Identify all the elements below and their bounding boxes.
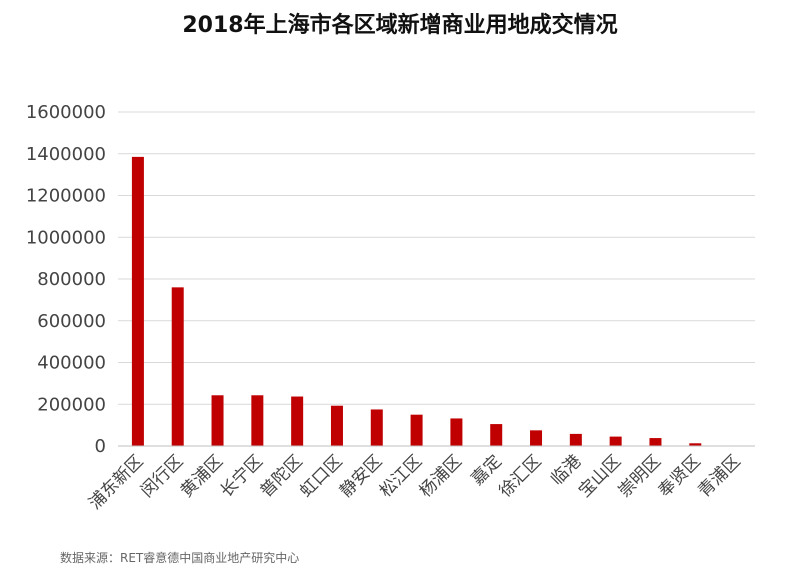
bar — [569, 433, 582, 446]
x-category-label: 黄浦区 — [177, 451, 227, 501]
y-tick-label: 1000000 — [26, 227, 106, 248]
bar — [171, 287, 184, 446]
bar — [490, 424, 503, 446]
y-tick-label: 1600000 — [26, 102, 106, 123]
x-category-label: 崇明区 — [615, 451, 665, 501]
x-category-label: 青浦区 — [694, 451, 744, 501]
x-category-label: 普陀区 — [256, 451, 306, 501]
x-category-label: 虹口区 — [296, 451, 346, 501]
x-category-label: 长宁区 — [217, 451, 267, 501]
bar — [450, 418, 463, 446]
y-tick-label: 800000 — [37, 269, 106, 290]
bars — [131, 156, 742, 447]
bar — [330, 405, 343, 446]
y-tick-label: 1400000 — [26, 144, 106, 165]
y-tick-label: 600000 — [37, 311, 106, 332]
bar — [689, 443, 702, 446]
x-category-label: 静安区 — [336, 451, 386, 501]
source-note: 数据来源：RET睿意德中国商业地产研究中心 — [60, 550, 299, 565]
bar — [410, 414, 423, 446]
gridlines — [118, 111, 755, 405]
bar — [211, 395, 224, 446]
bar — [131, 156, 144, 446]
bar — [291, 396, 304, 446]
bar — [370, 409, 383, 446]
bar — [251, 395, 264, 446]
x-category-label: 松江区 — [376, 451, 426, 501]
y-tick-label: 400000 — [37, 353, 106, 374]
y-axis-tick-labels: 0 200000 400000 600000 800000 1000000 1200000 1… — [26, 102, 106, 457]
x-category-label: 闵行区 — [137, 451, 187, 501]
bar — [649, 438, 662, 446]
bar — [530, 430, 543, 446]
x-category-label: 宝山区 — [575, 451, 625, 501]
x-category-label: 徐汇区 — [495, 451, 545, 501]
chart-title: 2018年上海市各区域新增商业用地成交情况 — [182, 12, 617, 38]
y-tick-label: 1200000 — [26, 186, 106, 207]
x-category-label: 浦东新区 — [85, 451, 147, 513]
x-category-label: 奉贤区 — [655, 451, 705, 501]
y-tick-label: 200000 — [37, 394, 106, 415]
y-tick-label: 0 — [95, 436, 106, 457]
bar — [609, 436, 622, 446]
x-category-label: 杨浦区 — [416, 451, 466, 501]
